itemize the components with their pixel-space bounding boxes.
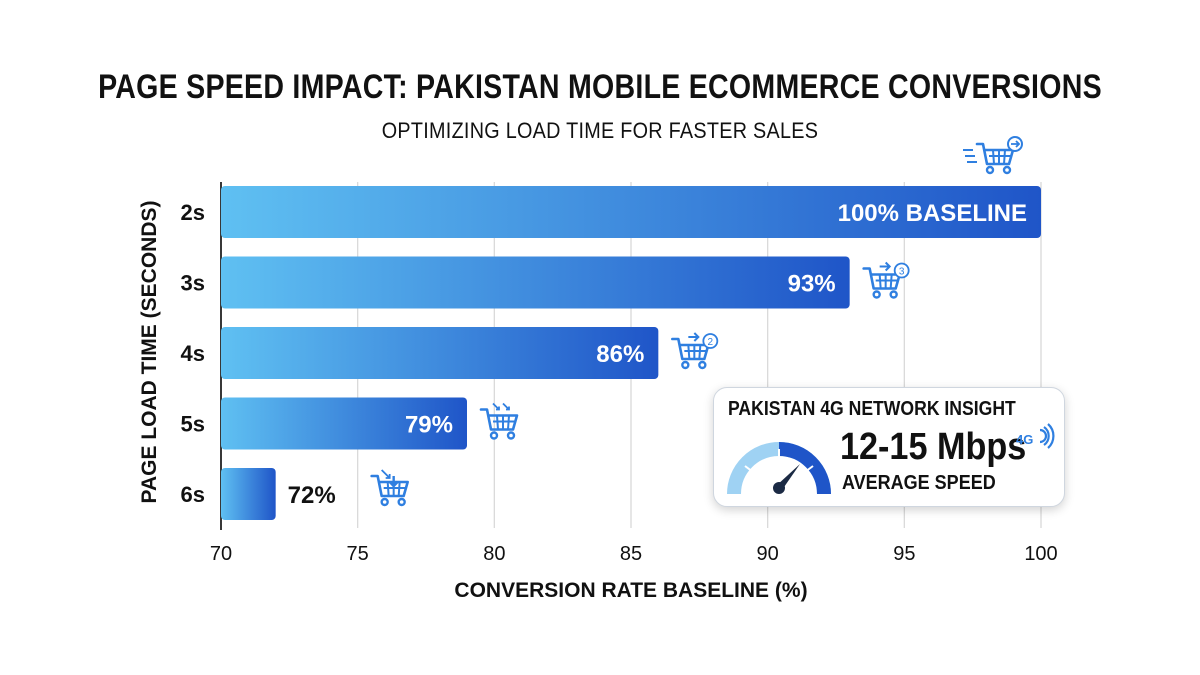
x-tick-label: 95 [893,543,915,565]
insight-caption: AVERAGE SPEED [842,472,996,494]
bar [221,256,850,309]
chart-title: PAGE SPEED IMPACT: PAKISTAN MOBILE ECOMM… [98,68,1102,106]
bar [221,468,276,520]
insight-title: PAKISTAN 4G NETWORK INSIGHT [728,398,1016,420]
x-tick-label: 100 [1024,543,1057,565]
bar-value-label: 93% [788,271,836,298]
y-tick-label: 5s [181,412,205,437]
insight-speed-value: 12-15 Mbps [840,426,1027,468]
x-axis-title: CONVERSION RATE BASELINE (%) [454,579,807,602]
x-tick-label: 80 [483,543,505,565]
speedometer-gauge-icon [727,442,831,495]
y-axis-title: PAGE LOAD TIME (SECONDS) [138,201,161,504]
x-tick-label: 75 [347,543,369,565]
4g-badge: 4G [1016,432,1033,447]
svg-text:3: 3 [899,267,905,278]
shopping-cart-drop-icon [479,402,519,440]
bar [221,397,467,450]
x-tick-label: 90 [757,543,779,565]
y-tick-label: 6s [181,482,205,507]
bar-value-label: 72% [288,482,336,509]
y-tick-label: 3s [181,271,205,296]
4g-signal-icon: 4G [1016,423,1055,449]
shopping-cart-down-icon [370,469,409,507]
y-tick-label: 4s [181,341,205,366]
network-insight-card: PAKISTAN 4G NETWORK INSIGHT 12-15 Mbps A… [713,387,1065,507]
shopping-cart-3-icon: 3 [862,261,910,299]
bar [221,186,1041,238]
x-tick-label: 70 [210,543,232,565]
shopping-cart-2-icon: 2 [671,332,719,370]
y-tick-label: 2s [181,200,205,225]
chart-subtitle: OPTIMIZING LOAD TIME FOR FASTER SALES [381,118,819,143]
x-tick-label: 85 [620,543,642,565]
bar-value-label: 100% BASELINE [838,200,1027,227]
shopping-cart-arrow-icon [963,136,1023,175]
svg-text:2: 2 [708,337,714,348]
bar-value-label: 79% [405,412,453,439]
bar-value-label: 86% [596,341,644,368]
bar [221,327,659,379]
